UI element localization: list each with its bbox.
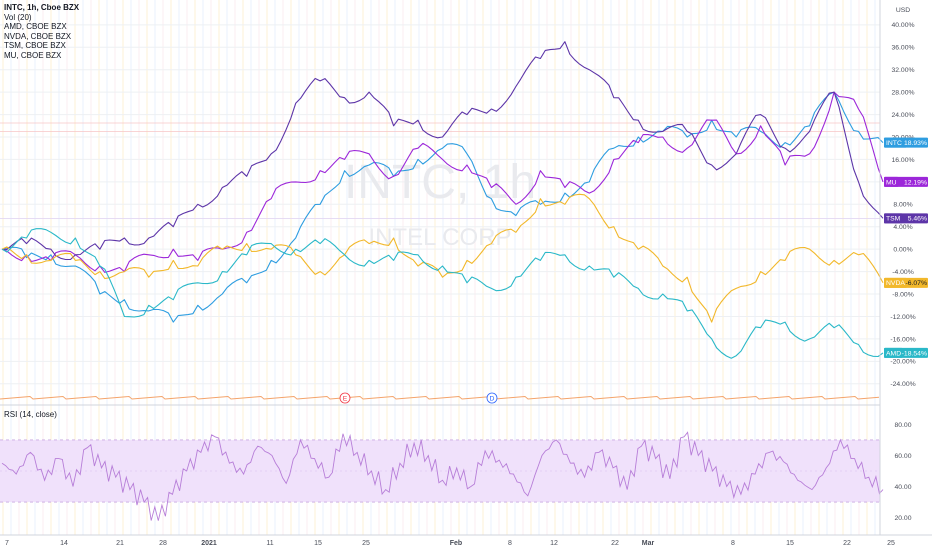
- price-tick-label: -4.00%: [892, 269, 914, 276]
- series-line-intc[interactable]: [1, 91, 884, 323]
- series-line-amd[interactable]: [1, 228, 884, 359]
- price-series: [1, 41, 884, 359]
- time-tick-label: 7: [5, 540, 9, 547]
- time-tick-label: Mar: [642, 540, 655, 547]
- time-tick-label: Feb: [450, 540, 462, 547]
- legend-compare-nvda[interactable]: NVDA, CBOE BZX: [4, 31, 72, 41]
- price-tick-label: -24.00%: [890, 381, 915, 388]
- event-marker-earnings[interactable]: E: [339, 392, 351, 404]
- badge-series-value: 5.46%: [908, 216, 927, 223]
- price-tick-label: 32.00%: [891, 67, 914, 74]
- badge-series-name: TSM: [886, 216, 901, 223]
- horizontal-gridlines: [0, 24, 880, 385]
- watermark-name: INTEL CORP: [368, 224, 511, 251]
- badge-series-value: -18.54%: [902, 350, 927, 357]
- legend-compare-amd[interactable]: AMD, CBOE BZX: [4, 22, 67, 32]
- time-tick-label: 15: [786, 540, 794, 547]
- price-tick-label: 36.00%: [891, 45, 914, 52]
- badge-series-name: MU: [886, 179, 897, 186]
- rsi-axis[interactable]: 80.00 60.00 40.00 20.00: [894, 422, 911, 522]
- volume-line: [0, 396, 880, 400]
- rsi-panel: [0, 431, 884, 521]
- badge-name-background: [884, 137, 907, 148]
- price-tick-label: -12.00%: [890, 314, 915, 321]
- last-value-badge-nvda: NVDA -6.07%: [884, 277, 928, 288]
- time-tick-label: 22: [611, 540, 619, 547]
- badge-name-background: [884, 213, 903, 224]
- legend-main-symbol[interactable]: INTC, 1h, Cboe BZX: [4, 3, 80, 12]
- time-tick-label: 21: [116, 540, 124, 547]
- rsi-tick-label: 80.00: [894, 422, 911, 429]
- last-value-badge-amd: AMD -18.54%: [884, 347, 928, 358]
- badge-name-background: [884, 347, 903, 358]
- volume-bars: [0, 396, 880, 400]
- badge-name-background: [884, 277, 907, 288]
- chart-legend: INTC, 1h, Cboe BZX Vol (20) AMD, CBOE BZ…: [4, 3, 79, 61]
- time-tick-label: 22: [843, 540, 851, 547]
- legend-compare-tsm[interactable]: TSM, CBOE BZX: [4, 41, 66, 51]
- last-value-badges: INTC 18.93%MU 12.19%TSM 5.46%NVDA -6.07%AMD -…: [884, 137, 928, 358]
- time-axis[interactable]: 7 14 21 28 2021 11 15 25 Feb 8 12 22 Mar 8 15 22 25: [5, 540, 895, 547]
- time-tick-label: 25: [362, 540, 370, 547]
- rsi-line[interactable]: [1, 431, 884, 521]
- rsi-tick-label: 40.00: [894, 484, 911, 491]
- price-tick-label: 24.00%: [891, 112, 914, 119]
- price-tick-label: 40.00%: [891, 22, 914, 29]
- price-tick-label: 28.00%: [891, 90, 914, 97]
- time-tick-label: 15: [314, 540, 322, 547]
- price-tick-label: 8.00%: [893, 202, 912, 209]
- badge-series-value: -6.07%: [905, 280, 927, 287]
- time-tick-label: 2021: [201, 540, 217, 547]
- time-tick-label: 28: [159, 540, 167, 547]
- badge-series-value: 18.93%: [904, 140, 927, 147]
- time-tick-label: 25: [887, 540, 895, 547]
- time-tick-label: 14: [60, 540, 68, 547]
- rsi-tick-label: 20.00: [894, 515, 911, 522]
- rsi-tick-label: 60.00: [894, 453, 911, 460]
- series-line-tsm[interactable]: [1, 41, 884, 261]
- time-tick-label: 12: [550, 540, 558, 547]
- price-tick-label: 4.00%: [893, 224, 912, 231]
- legend-compare-mu[interactable]: MU, CBOE BZX: [4, 50, 62, 60]
- last-value-badge-tsm: TSM 5.46%: [884, 213, 928, 224]
- time-tick-label: 8: [508, 540, 512, 547]
- series-line-nvda[interactable]: [1, 193, 884, 323]
- rsi-legend[interactable]: RSI (14, close): [4, 410, 57, 419]
- price-tick-label: -20.00%: [890, 359, 915, 366]
- badge-series-value: 12.19%: [904, 179, 927, 186]
- axis-unit-label: USD: [896, 7, 910, 14]
- price-tick-label: 0.00%: [893, 247, 912, 254]
- legend-volume[interactable]: Vol (20): [4, 12, 32, 22]
- event-marker-label: D: [490, 396, 495, 403]
- badge-series-name: AMD: [886, 350, 901, 357]
- last-value-badge-mu: MU 12.19%: [884, 176, 928, 187]
- price-tick-label: -8.00%: [892, 291, 914, 298]
- price-tick-label: -16.00%: [890, 336, 915, 343]
- last-value-badge-intc: INTC 18.93%: [884, 137, 928, 148]
- event-marker-dividend[interactable]: D: [486, 392, 498, 404]
- badge-series-name: INTC: [886, 140, 902, 147]
- price-axis[interactable]: 40.00%36.00%32.00%28.00%24.00%20.00%16.0…: [890, 22, 915, 388]
- badge-series-name: NVDA: [886, 280, 905, 287]
- event-marker-label: E: [343, 396, 348, 403]
- badge-name-background: [884, 176, 899, 187]
- time-tick-label: 8: [731, 540, 735, 547]
- watermark-symbol: INTC, 1h: [344, 156, 536, 209]
- time-tick-label: 11: [266, 540, 273, 547]
- price-tick-label: 16.00%: [891, 157, 914, 164]
